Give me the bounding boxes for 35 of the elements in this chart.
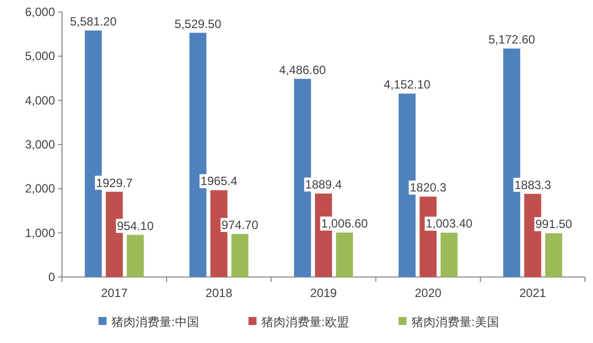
data-label: 5,172.60	[488, 32, 536, 47]
y-tick-label: 3,000	[24, 138, 56, 152]
y-tick-label: 2,000	[24, 182, 56, 196]
y-tick-label: 0	[48, 270, 56, 284]
data-label: 5,581.20	[70, 14, 117, 28]
bar	[126, 234, 144, 277]
bar	[545, 233, 562, 277]
y-tick-label: 6,000	[24, 5, 56, 19]
y-tick-label: 1,000	[24, 226, 56, 240]
data-label: 5,529.50	[174, 16, 222, 31]
data-label: 954.10	[116, 218, 154, 233]
y-tick-label: 4,000	[24, 93, 56, 108]
legend-label: 猪肉消费量:美国	[412, 315, 499, 329]
legend-label: 猪肉消费量:欧盟	[262, 315, 349, 329]
data-label: 1820.3	[410, 180, 447, 195]
data-label: 1,003.40	[426, 216, 473, 231]
x-tick-label: 2018	[206, 286, 233, 300]
bar	[336, 232, 353, 277]
x-tick-label: 2020	[414, 286, 442, 300]
data-label: 4,486.60	[279, 62, 326, 77]
data-label: 1889.4	[305, 178, 342, 192]
data-label: 1965.4	[200, 174, 238, 188]
x-tick-label: 2017	[100, 286, 128, 300]
data-label: 1,006.60	[321, 216, 368, 231]
x-tick-label: 2021	[519, 286, 546, 300]
data-label: 1883.3	[514, 178, 552, 192]
data-label: 4,152.10	[384, 78, 431, 92]
y-tick-label: 5,000	[24, 49, 56, 64]
bar	[440, 232, 458, 277]
legend-label: 猪肉消费量:中国	[112, 315, 199, 329]
data-label: 991.50	[535, 217, 572, 232]
data-label: 974.70	[222, 218, 259, 232]
x-tick-label: 2019	[310, 286, 338, 300]
data-label: 1929.7	[96, 176, 133, 190]
bar	[231, 234, 248, 277]
